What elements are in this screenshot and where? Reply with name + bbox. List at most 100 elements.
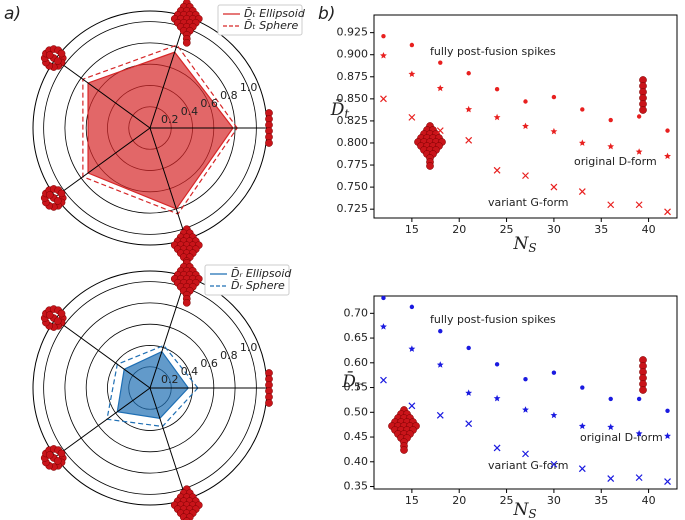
point [550,411,558,419]
axis-label: D̄r [341,369,363,392]
point [664,478,671,486]
virus-subunit [45,51,54,59]
axis-label-sub: S [528,241,536,255]
radar-tick-label: 0.8 [220,89,238,102]
point [551,370,557,375]
point [608,117,613,123]
point [381,33,386,39]
point [465,389,473,396]
point [523,99,528,104]
point [635,430,643,437]
point [523,376,528,382]
point [664,208,671,216]
virus-subunit [182,38,191,47]
annotation: variant G-form [488,459,569,472]
x-tick-label: 35 [594,223,608,236]
y-tick-label: 0.45 [344,430,369,443]
radar-series [82,44,238,215]
plot-frame [373,295,678,490]
y-tick-label: 0.725 [337,202,369,215]
axis-label-sub: r [356,379,363,393]
radar-tick-label: 0.4 [181,365,199,378]
point [493,166,501,174]
virus-icon [414,122,446,170]
point [436,411,444,419]
point [607,475,615,483]
point [665,408,670,414]
point [551,94,557,100]
point [550,127,558,135]
y-tick-label: 0.50 [344,405,369,418]
virus-subunit [53,317,62,325]
point [409,42,415,48]
point [438,60,443,65]
point [380,52,387,59]
virus-subunit [53,457,62,465]
virus-subunit [45,311,54,319]
annotation: fully post-fusion spikes [430,45,556,58]
x-tick-label: 35 [594,494,608,507]
point [436,127,444,135]
panel-label: a) [4,4,21,24]
virus-subunit [53,197,62,205]
annotation: original D-form [574,155,657,168]
point [380,376,387,384]
point [466,345,471,351]
virus-icon [40,305,67,331]
radar-series [116,350,190,419]
virus-subunit [45,451,54,459]
virus-subunit [57,309,66,318]
virus-icon [40,45,67,71]
point [578,422,586,430]
virus-icon [40,185,67,211]
point [665,128,670,133]
x-tick-label: 30 [547,223,561,236]
annotation: variant G-form [488,196,569,209]
virus-icon [388,406,420,454]
radar-tick-label: 0.6 [200,357,218,370]
point [635,474,643,482]
virus-icon [40,445,67,471]
point [494,86,500,92]
point [493,113,501,121]
point [578,188,586,195]
y-tick-label: 0.70 [344,306,369,319]
virus-icon [639,356,647,394]
point [635,201,643,209]
point [438,328,443,334]
axis-label: NS [512,500,536,520]
point [607,423,615,431]
y-tick-label: 0.40 [344,455,369,468]
point [550,460,558,468]
y-tick-label: 0.55 [344,381,369,394]
point [380,95,387,103]
legend-label: D̄ₜ Ellipsoid [244,7,306,20]
point [522,172,529,180]
point [380,323,387,330]
virus-subunit [639,106,647,114]
point [580,385,585,390]
virus-subunit [182,298,191,307]
legend-box [204,264,290,296]
point [493,444,501,452]
point [466,71,471,76]
y-tick-label: 0.850 [337,92,369,105]
point [522,122,529,130]
point [635,148,643,155]
y-tick-label: 0.60 [344,356,369,369]
point [608,396,613,402]
point [664,152,671,160]
point [465,136,473,144]
axis-label-sub: t [344,107,349,121]
point [408,113,416,121]
virus-icon [170,258,203,307]
radar-axis [149,387,187,500]
point [408,402,416,410]
radar-tick-label: 0.6 [200,97,218,110]
virus-subunit [639,386,647,394]
virus-subunit [57,49,66,58]
y-tick-label: 0.875 [337,70,369,83]
y-tick-label: 0.775 [337,158,369,171]
y-tick-label: 0.65 [344,331,369,344]
x-tick-label: 20 [452,223,466,236]
